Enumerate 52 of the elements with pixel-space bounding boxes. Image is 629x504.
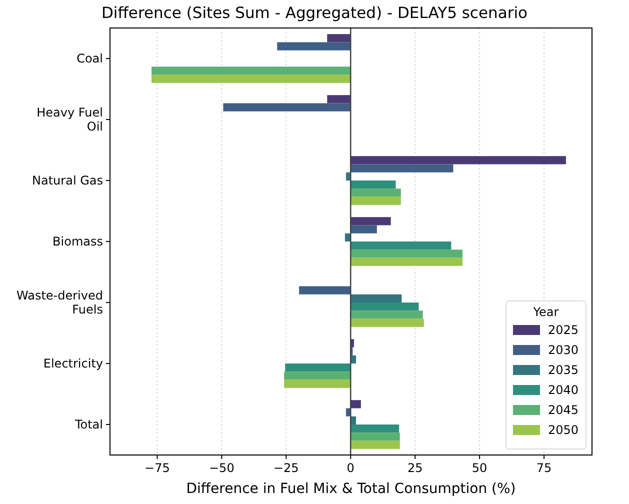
legend-label: 2030 <box>548 343 579 357</box>
legend-title: Year <box>532 305 559 319</box>
bar <box>350 180 396 189</box>
chart-title: Difference (Sites Sum - Aggregated) - DELAY5 scenario <box>102 4 528 22</box>
y-tick-label: Heavy Fuel Oil <box>36 106 103 134</box>
bar <box>350 156 566 164</box>
bar <box>350 318 424 327</box>
bar <box>152 66 351 75</box>
bar <box>152 74 351 83</box>
bar <box>350 217 391 226</box>
bar <box>284 380 351 388</box>
x-tick-label: −50 <box>209 461 234 475</box>
x-tick-label: 75 <box>536 461 552 475</box>
bar <box>350 302 419 311</box>
bar <box>350 400 361 408</box>
legend-label: 2045 <box>548 403 579 417</box>
bar <box>350 225 377 234</box>
bar <box>346 408 351 416</box>
legend-label: 2035 <box>548 363 579 377</box>
bar <box>285 364 351 372</box>
x-tick-label: 25 <box>407 461 423 475</box>
bar <box>350 250 463 258</box>
bar <box>350 164 454 172</box>
bar <box>327 95 351 104</box>
y-tick-label: Coal <box>76 52 103 66</box>
y-tick-label: Total <box>74 418 103 432</box>
x-axis-title: Difference in Fuel Mix & Total Consumption (%) <box>186 481 516 497</box>
bar <box>350 310 423 319</box>
y-tick-label: Waste-derived Fuels <box>16 288 103 316</box>
bar <box>277 42 351 50</box>
x-tick-label: 50 <box>472 461 488 475</box>
y-tick-label: Electricity <box>43 356 103 370</box>
legend-label: 2025 <box>548 323 579 337</box>
bar <box>350 196 401 205</box>
bar <box>350 188 401 197</box>
x-tick-label: −25 <box>273 461 299 475</box>
x-tick-label: 0 <box>346 461 354 475</box>
bar <box>327 34 351 42</box>
bar <box>350 424 400 433</box>
bar <box>223 103 351 112</box>
legend-label: 2040 <box>548 383 579 397</box>
bar <box>350 258 463 266</box>
bar <box>299 286 351 294</box>
y-tick-label: Natural Gas <box>32 174 103 188</box>
legend-label: 2050 <box>548 423 579 437</box>
bar <box>350 242 452 250</box>
bar <box>350 294 402 302</box>
x-tick-label: −75 <box>144 461 170 475</box>
bar <box>350 440 400 449</box>
y-tick-label: Biomass <box>52 234 103 248</box>
bar <box>284 372 351 380</box>
bar <box>350 432 400 441</box>
